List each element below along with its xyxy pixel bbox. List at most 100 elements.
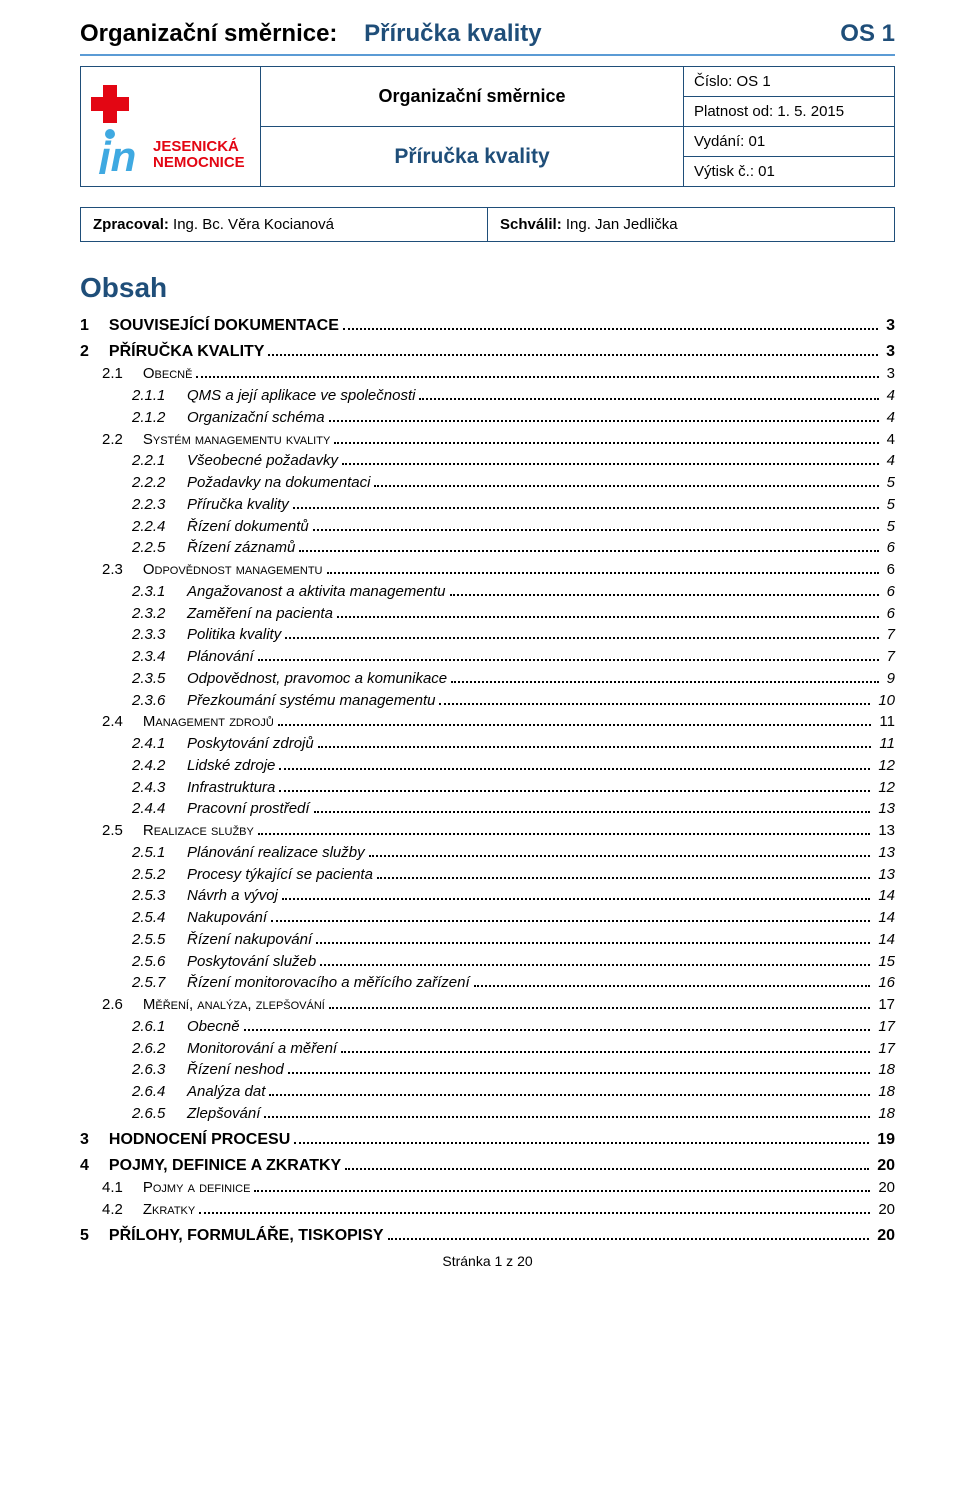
toc-entry[interactable]: 2.2.5Řízení záznamů6 — [80, 537, 895, 559]
toc-page: 9 — [883, 668, 895, 690]
toc-page: 11 — [875, 711, 895, 733]
toc-entry[interactable]: 2PŘÍRUČKA KVALITY3 — [80, 340, 895, 363]
info-right: Organizační směrniceČíslo: OS 1Platnost … — [261, 66, 894, 186]
toc-entry[interactable]: 5PŘÍLOHY, FORMULÁŘE, TISKOPISY20 — [80, 1224, 895, 1247]
toc-entry[interactable]: 3HODNOCENÍ PROCESU19 — [80, 1128, 895, 1151]
toc-entry[interactable]: 2.3.4Plánování7 — [80, 646, 895, 668]
toc-leader-dots — [314, 811, 871, 813]
toc-leader-dots — [268, 354, 878, 356]
toc-leader-dots — [279, 768, 870, 770]
toc-entry[interactable]: 2.4.1Poskytování zdrojů11 — [80, 733, 895, 755]
toc-entry[interactable]: 2.3.1Angažovanost a aktivita managementu… — [80, 581, 895, 603]
toc-number: 1 — [80, 314, 109, 337]
toc-entry[interactable]: 2.4.4Pracovní prostředí13 — [80, 798, 895, 820]
toc-entry[interactable]: 2.3.3Politika kvality7 — [80, 624, 895, 646]
toc-leader-dots — [294, 1142, 869, 1144]
toc-entry[interactable]: 2.5.6Poskytování služeb15 — [80, 951, 895, 973]
toc-leader-dots — [327, 572, 879, 574]
toc-entry[interactable]: 2.2.2Požadavky na dokumentaci5 — [80, 472, 895, 494]
toc-leader-dots — [450, 594, 879, 596]
toc-page: 6 — [883, 581, 895, 603]
toc-entry[interactable]: 2.5.4Nakupování14 — [80, 907, 895, 929]
toc-entry[interactable]: 2.3.6Přezkoumání systému managementu10 — [80, 690, 895, 712]
toc-entry[interactable]: 2.2.1Všeobecné požadavky4 — [80, 450, 895, 472]
toc-entry[interactable]: 2.2Systém managementu kvality4 — [80, 429, 895, 451]
toc-entry[interactable]: 2.6.1Obecně17 — [80, 1016, 895, 1038]
toc-number: 2.5.2 — [132, 864, 187, 886]
toc-entry[interactable]: 2.2.3Příručka kvality5 — [80, 494, 895, 516]
toc-entry[interactable]: 2.5Realizace služby13 — [80, 820, 895, 842]
toc-page: 5 — [883, 494, 895, 516]
toc-entry[interactable]: 2.2.4Řízení dokumentů 5 — [80, 516, 895, 538]
toc-number: 4.2 — [102, 1199, 143, 1221]
toc-text: Procesy týkající se pacienta — [187, 864, 373, 886]
toc-page: 14 — [874, 885, 895, 907]
toc-entry[interactable]: 2.6.3Řízení neshod18 — [80, 1059, 895, 1081]
toc-page: 18 — [874, 1059, 895, 1081]
toc-text: Řízení dokumentů — [187, 516, 309, 538]
toc-leader-dots — [278, 724, 872, 726]
zpracoval-label: Zpracoval: — [93, 216, 169, 233]
toc-entry[interactable]: 2.4.2Lidské zdroje12 — [80, 755, 895, 777]
toc-entry[interactable]: 2.6.4Analýza dat18 — [80, 1081, 895, 1103]
toc-entry[interactable]: 2.6.5Zlepšování18 — [80, 1103, 895, 1125]
toc-entry[interactable]: 4.2Zkratky20 — [80, 1199, 895, 1221]
toc-page: 18 — [874, 1103, 895, 1125]
toc-text: Návrh a vývoj — [187, 885, 278, 907]
toc-leader-dots — [288, 1072, 871, 1074]
zpracoval-value: Ing. Bc. Věra Kocianová — [173, 216, 334, 233]
toc-page: 17 — [874, 1016, 895, 1038]
info-vytisk: Výtisk č.: 01 — [684, 156, 894, 186]
schvalil-value: Ing. Jan Jedlička — [566, 216, 678, 233]
toc-entry[interactable]: 2.5.7Řízení monitorovacího a měřícího za… — [80, 972, 895, 994]
toc-text: Nakupování — [187, 907, 267, 929]
hospital-logo-icon: jn JESENICKÁ NEMOCNICE — [91, 79, 251, 174]
toc-entry[interactable]: 4POJMY, DEFINICE A ZKRATKY20 — [80, 1154, 895, 1177]
toc-leader-dots — [271, 920, 870, 922]
toc-entry[interactable]: 1SOUVISEJÍCÍ DOKUMENTACE3 — [80, 314, 895, 337]
toc-number: 2.5.3 — [132, 885, 187, 907]
toc-entry[interactable]: 2.6Měření, analýza, zlepšování17 — [80, 994, 895, 1016]
info-directive-label: Organizační směrnice — [261, 66, 684, 126]
toc-entry[interactable]: 2.5.5Řízení nakupování14 — [80, 929, 895, 951]
schvalil-label: Schválil: — [500, 216, 562, 233]
toc-entry[interactable]: 2.5.3Návrh a vývoj 14 — [80, 885, 895, 907]
info-platnost: Platnost od: 1. 5. 2015 — [684, 96, 894, 126]
toc-number: 2.2.4 — [132, 516, 187, 538]
toc-entry[interactable]: 2.3Odpovědnost managementu6 — [80, 559, 895, 581]
schvalil-cell: Schválil: Ing. Jan Jedlička — [488, 208, 894, 241]
toc-text: Poskytování služeb — [187, 951, 316, 973]
toc-entry[interactable]: 2.1.1QMS a její aplikace ve společnosti4 — [80, 385, 895, 407]
toc-entry[interactable]: 2.6.2Monitorování a měření17 — [80, 1038, 895, 1060]
toc-entry[interactable]: 2.1Obecně3 — [80, 363, 895, 385]
toc-page: 14 — [874, 907, 895, 929]
toc-entry[interactable]: 2.5.1Plánování realizace služby13 — [80, 842, 895, 864]
toc-page: 4 — [883, 429, 895, 451]
approval-box: Zpracoval: Ing. Bc. Věra Kocianová Schvá… — [80, 207, 895, 242]
toc-page: 5 — [883, 472, 895, 494]
info-cislo: Číslo: OS 1 — [684, 66, 894, 96]
toc-text: Plánování realizace služby — [187, 842, 365, 864]
toc-leader-dots — [388, 1238, 870, 1240]
toc-entry[interactable]: 2.3.2Zaměření na pacienta6 — [80, 603, 895, 625]
toc-entry[interactable]: 2.5.2Procesy týkající se pacienta13 — [80, 864, 895, 886]
toc-page: 5 — [883, 516, 895, 538]
toc-number: 3 — [80, 1128, 109, 1151]
toc-entry[interactable]: 4.1Pojmy a definice20 — [80, 1177, 895, 1199]
toc-number: 2.1 — [102, 363, 143, 385]
obsah-heading: Obsah — [80, 272, 895, 304]
toc-number: 2.6.3 — [132, 1059, 187, 1081]
toc-leader-dots — [342, 463, 879, 465]
toc-page: 7 — [883, 646, 895, 668]
toc-entry[interactable]: 2.4.3Infrastruktura12 — [80, 777, 895, 799]
toc-page: 20 — [874, 1177, 895, 1199]
toc-number: 2.3.6 — [132, 690, 187, 712]
toc-entry[interactable]: 2.1.2Organizační schéma4 — [80, 407, 895, 429]
toc-page: 13 — [874, 842, 895, 864]
toc-text: Angažovanost a aktivita managementu — [187, 581, 446, 603]
toc-entry[interactable]: 2.3.5Odpovědnost, pravomoc a komunikace9 — [80, 668, 895, 690]
toc-page: 4 — [883, 450, 895, 472]
toc-number: 2.5.6 — [132, 951, 187, 973]
toc-entry[interactable]: 2.4Management zdrojů11 — [80, 711, 895, 733]
toc-leader-dots — [313, 529, 879, 531]
